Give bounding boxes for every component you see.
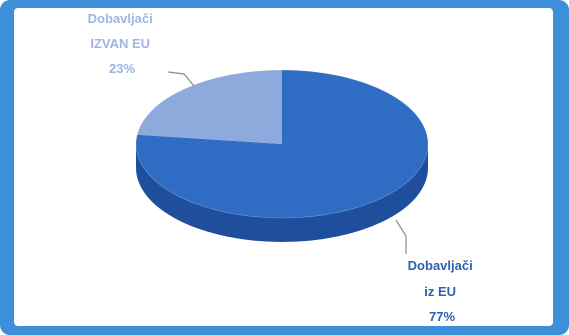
slice-label-non-eu-line-3: 23%: [109, 61, 135, 76]
pie-slice-non-eu: [137, 70, 282, 144]
pie-chart: Dobavljači IZVAN EU 23% Dobavljači iz EU…: [88, 11, 477, 324]
slice-label-eu-line-2: iz EU: [424, 284, 456, 299]
chart-panel: Dobavljači IZVAN EU 23% Dobavljači iz EU…: [14, 8, 553, 326]
pie-rim: [135, 69, 429, 219]
slice-label-eu-line-3: 77%: [429, 309, 455, 324]
pie-side-eu: [136, 144, 428, 242]
slice-label-non-eu-line-2: IZVAN EU: [90, 36, 150, 51]
leader-line-non-eu: [167, 71, 195, 87]
slice-label-non-eu-line-1: Dobavljači: [88, 11, 153, 26]
leader-line-eu: [395, 219, 407, 254]
slice-label-eu-line-1: Dobavljači: [408, 258, 473, 273]
slice-label-non-eu: Dobavljači IZVAN EU 23%: [88, 11, 157, 76]
slice-label-eu: Dobavljači iz EU 77%: [408, 258, 477, 324]
